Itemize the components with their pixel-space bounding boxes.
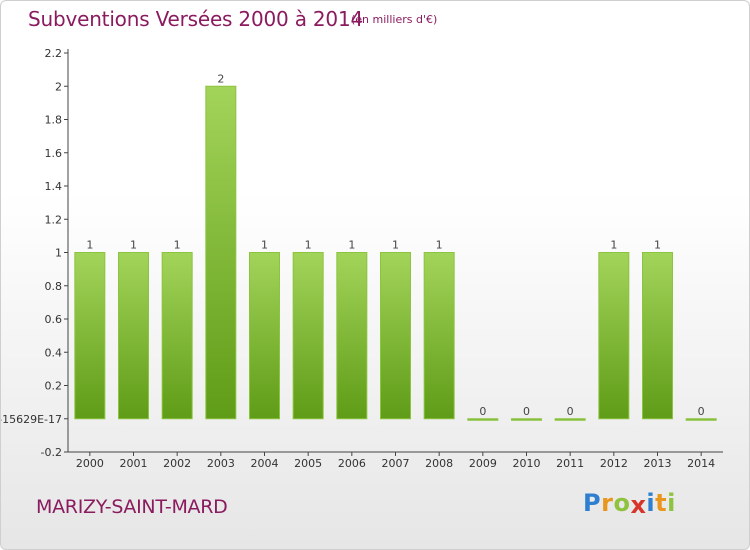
bar — [205, 85, 237, 420]
bar — [336, 252, 368, 420]
y-tick-label: 1 — [55, 247, 62, 260]
bar — [467, 418, 499, 421]
bar — [642, 252, 673, 420]
x-tick-label: 2013 — [644, 457, 672, 470]
logo-letter: r — [601, 489, 614, 517]
bar-data-label: 0 — [523, 405, 530, 418]
bar — [161, 252, 193, 420]
bar-data-label: 1 — [392, 239, 399, 252]
bar — [423, 252, 455, 420]
y-tick-label: 1.2 — [45, 213, 63, 226]
bar-data-label: 1 — [130, 239, 137, 252]
y-tick-label: 1.8 — [45, 114, 63, 127]
y-tick-label: 0.8 — [45, 280, 63, 293]
bar — [74, 252, 106, 420]
bar-data-label: 1 — [348, 239, 355, 252]
bar — [685, 418, 717, 421]
bar — [511, 418, 542, 421]
y-tick-label: 1.4 — [45, 180, 63, 193]
bar-data-label: 1 — [654, 239, 661, 252]
x-tick-label: 2006 — [338, 457, 366, 470]
bar-data-label: 0 — [567, 405, 574, 418]
x-tick-label: 2010 — [513, 457, 541, 470]
x-tick-label: 2001 — [120, 457, 148, 470]
bars — [74, 85, 717, 421]
commune-name: MARIZY-SAINT-MARD — [36, 496, 228, 518]
y-tick-label: 1.6 — [45, 147, 63, 160]
chart-title: Subventions Versées 2000 à 2014 — [28, 7, 364, 31]
logo-letter: x — [630, 491, 647, 519]
x-tick-label: 2000 — [76, 457, 104, 470]
y-tick-label: -0.2 — [41, 446, 62, 459]
logo-letter: i — [646, 489, 656, 517]
x-tick-label: 2008 — [425, 457, 453, 470]
data-labels: 1 1 1 2 1 1 1 1 1 0 0 0 1 1 0 — [86, 72, 704, 418]
logo-letter: o — [613, 489, 631, 517]
y-tick-label: 2.2 — [45, 47, 63, 60]
x-tick-label: 2005 — [294, 457, 322, 470]
x-tick-label: 2007 — [382, 457, 410, 470]
x-tick-label: 2002 — [163, 457, 191, 470]
x-tick-label: 2011 — [556, 457, 584, 470]
y-tick-label: 0.2 — [45, 380, 63, 393]
bar-data-label: 2 — [217, 72, 224, 85]
bar — [380, 252, 411, 420]
x-tick-label: 2009 — [469, 457, 497, 470]
logo-letter: P — [583, 489, 602, 517]
logo-letter: i — [667, 489, 676, 517]
x-tick-label: 2014 — [687, 457, 715, 470]
x-tick-label: 2012 — [600, 457, 628, 470]
bar — [249, 252, 280, 420]
bar — [554, 418, 586, 421]
bar-data-label: 1 — [436, 239, 443, 252]
y-tick-label: 2 — [55, 80, 62, 93]
x-tick-label: 2003 — [207, 457, 235, 470]
bar — [598, 252, 630, 420]
bar-data-label: 0 — [479, 405, 486, 418]
bar-data-label: 1 — [261, 239, 268, 252]
bar-data-label: 1 — [174, 239, 181, 252]
chart-subtitle: (en milliers d'€) — [351, 13, 438, 26]
bar-data-label: 0 — [698, 405, 705, 418]
bar — [118, 252, 149, 420]
proxiti-logo: Proxiti — [583, 489, 676, 519]
bar-data-label: 1 — [610, 239, 617, 252]
logo-letter: t — [655, 489, 668, 517]
bar — [292, 252, 324, 420]
y-tick-label: 0.4 — [45, 346, 63, 359]
x-tick-label: 2004 — [251, 457, 279, 470]
bar-data-label: 1 — [86, 239, 93, 252]
y-tick-label: 0.6 — [45, 313, 63, 326]
y-tick-label: -15629E-17 — [1, 413, 62, 426]
axes: -0.2 -15629E-17 0.2 0.4 0.6 0.8 1 1.2 1.4 1.6 1.8 2… — [1, 47, 723, 470]
bar-data-label: 1 — [305, 239, 312, 252]
